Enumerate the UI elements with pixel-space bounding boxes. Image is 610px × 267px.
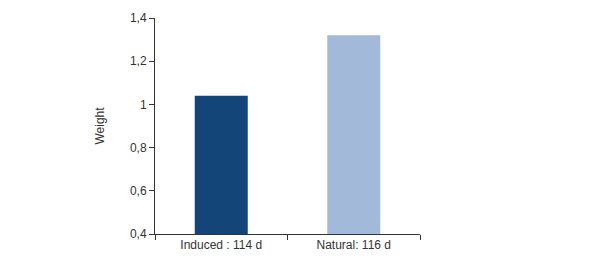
svg-text:1,4: 1,4 bbox=[130, 11, 147, 25]
svg-text:0,4: 0,4 bbox=[130, 227, 147, 241]
svg-text:Weight: Weight bbox=[93, 107, 107, 145]
svg-text:1: 1 bbox=[140, 98, 147, 112]
svg-text:0,6: 0,6 bbox=[130, 184, 147, 198]
svg-text:0,8: 0,8 bbox=[130, 141, 147, 155]
svg-text:1,2: 1,2 bbox=[130, 54, 147, 68]
svg-text:Induced : 114 d: Induced : 114 d bbox=[180, 238, 262, 252]
svg-text:Natural: 116 d: Natural: 116 d bbox=[317, 238, 392, 252]
